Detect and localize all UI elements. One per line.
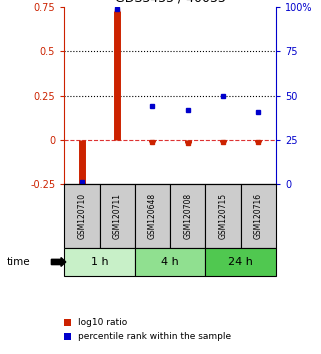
Text: 1 h: 1 h: [91, 257, 108, 267]
Title: GDS3433 / 40033: GDS3433 / 40033: [115, 0, 226, 5]
Bar: [205, 184, 241, 248]
Text: time: time: [6, 257, 30, 267]
Text: percentile rank within the sample: percentile rank within the sample: [78, 332, 231, 341]
Bar: [64, 248, 135, 276]
Text: 24 h: 24 h: [228, 257, 253, 267]
Text: 4 h: 4 h: [161, 257, 179, 267]
Bar: [100, 184, 135, 248]
Text: GSM120648: GSM120648: [148, 193, 157, 239]
Bar: [241, 184, 276, 248]
Bar: [170, 184, 205, 248]
Text: GSM120715: GSM120715: [219, 193, 228, 239]
Bar: [135, 184, 170, 248]
Text: GSM120708: GSM120708: [183, 193, 192, 239]
Text: GSM120711: GSM120711: [113, 193, 122, 239]
Text: GSM120716: GSM120716: [254, 193, 263, 239]
Bar: [135, 248, 205, 276]
Bar: [205, 248, 276, 276]
Text: GSM120710: GSM120710: [77, 193, 86, 239]
Text: log10 ratio: log10 ratio: [78, 318, 127, 327]
Bar: [64, 184, 100, 248]
